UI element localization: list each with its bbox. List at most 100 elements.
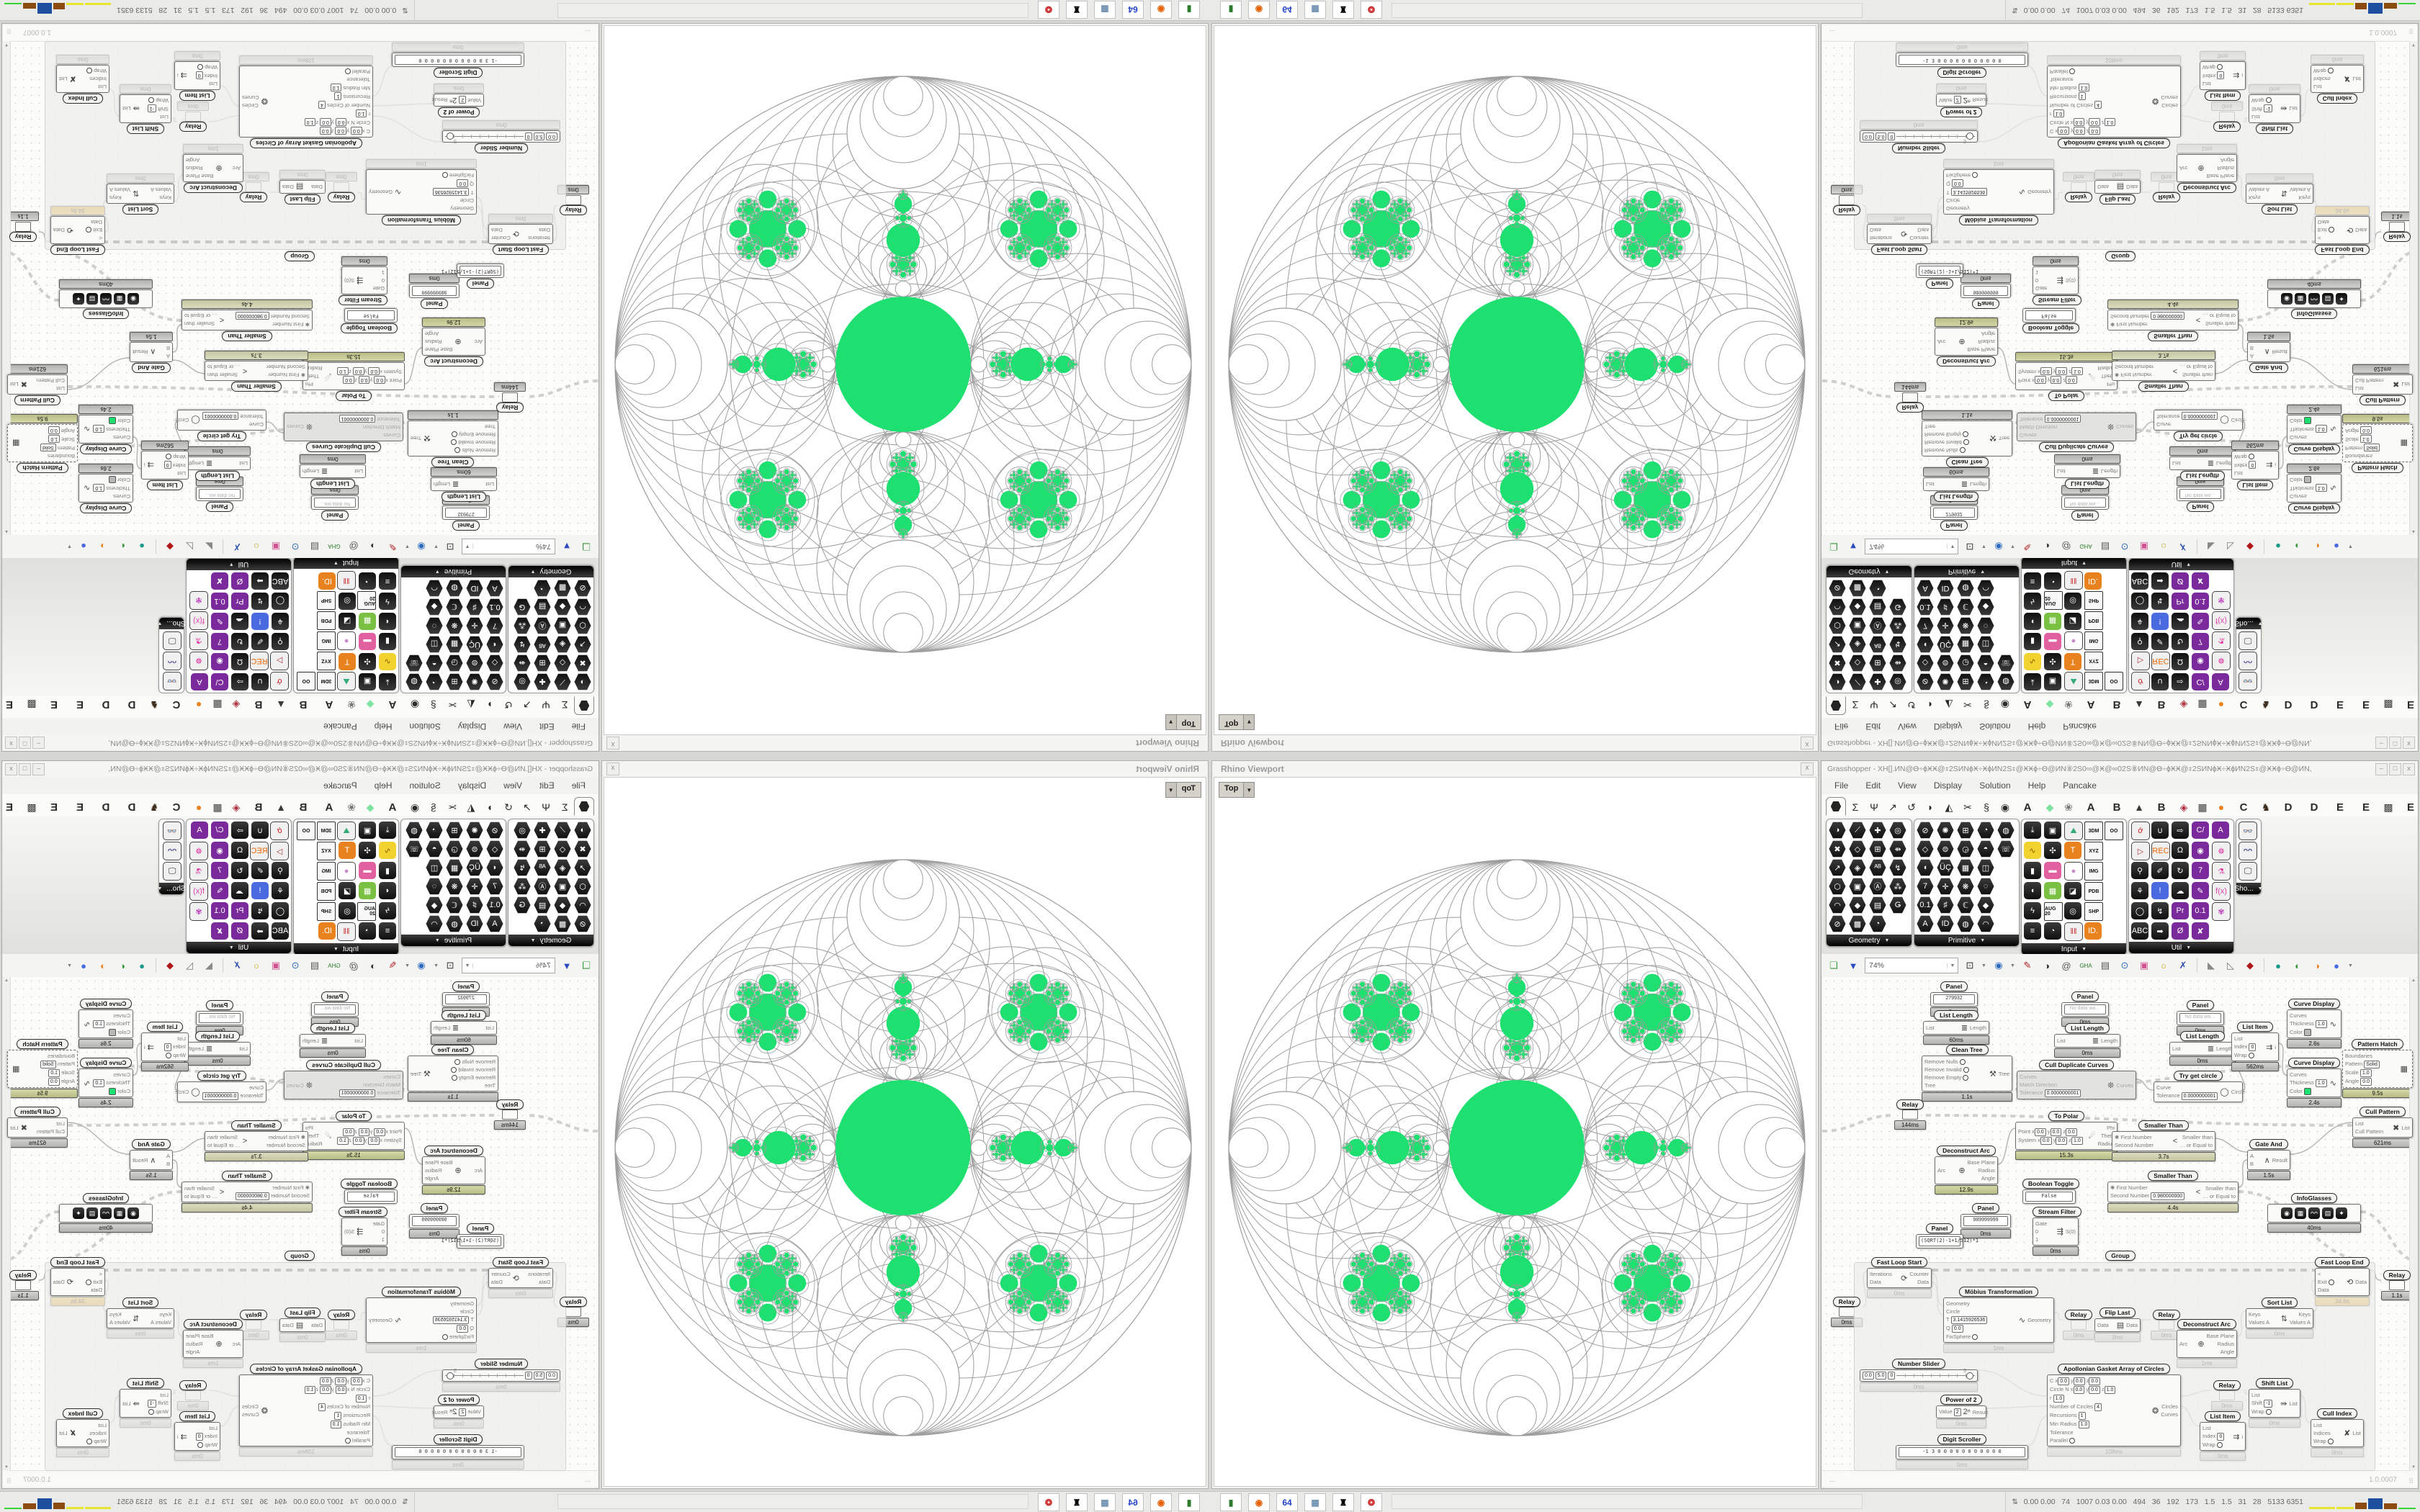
node-body[interactable]: Arc ⊕ Base Plane Radius Angle — [422, 1156, 485, 1184]
panel-value[interactable]: False — [347, 310, 395, 320]
chevron-down-icon[interactable]: ▼ — [1947, 963, 1958, 968]
tab-plugin-d2[interactable]: D — [2301, 696, 2327, 714]
minimize-icon[interactable]: – — [2375, 762, 2388, 775]
menu-item-help[interactable]: Help — [374, 721, 393, 732]
node-label-capsule[interactable]: Panel — [2186, 1000, 2215, 1010]
node-body[interactable]: Remove Nulls Remove Invalid Remove Empty… — [408, 1056, 498, 1092]
component-icon[interactable]: ‖‖ — [2064, 571, 2083, 590]
gh-node-try-get-circle[interactable]: Try get circle Curve Tolerance 0.000000000… — [175, 1071, 266, 1102]
node-label-capsule[interactable]: Curve Display — [79, 999, 133, 1009]
canvas-footer-dots[interactable]: ... — [1829, 28, 1836, 36]
component-icon[interactable]: ÜÇ — [466, 636, 483, 653]
input-port[interactable]: FixSphere — [1946, 171, 2017, 179]
palette-group-label[interactable]: Util ▼ — [2129, 559, 2233, 570]
component-icon[interactable]: Pr — [231, 902, 248, 919]
input-port[interactable]: Arc — [1937, 338, 1946, 345]
node-body[interactable]: ◉ ▦ ᴖᴖ ▤ ✦ — [2267, 1204, 2361, 1223]
component-icon[interactable]: ◫ — [426, 636, 443, 653]
input-port[interactable]: Gate — [2035, 285, 2048, 292]
node-body[interactable]: List Index 0 Wrap ⇉ i — [174, 61, 220, 90]
tray-red-app-icon[interactable]: ❂ — [1038, 1, 1059, 19]
sketch-pen-button[interactable]: ✎ — [388, 960, 397, 971]
component-icon[interactable]: C/ — [211, 822, 228, 839]
node-label-capsule[interactable]: Pattern Hatch — [2352, 1039, 2403, 1049]
output-port[interactable]: List — [2352, 1430, 2361, 1436]
port-toggle-ring[interactable] — [2248, 1053, 2254, 1059]
port-value-field[interactable]: 0.0 — [2058, 127, 2069, 135]
output-port[interactable]: … or Equal to — [2179, 364, 2213, 370]
grasshopper-title-bar[interactable]: Grasshopper - XH[].ИN@Ө÷ɸӾӾ@⧧2SИNɸӾ÷ӾɸИN… — [1821, 734, 2418, 751]
node-label-capsule[interactable]: Panel — [321, 991, 349, 1002]
input-port[interactable]: Color — [2290, 416, 2328, 425]
chevron-down-icon[interactable]: ▼ — [1981, 963, 1986, 968]
component-icon[interactable]: ◖ — [2024, 882, 2041, 899]
component-icon[interactable]: ⊜ — [466, 840, 483, 858]
component-icon[interactable]: A — [486, 580, 503, 597]
component-icon[interactable]: ↻ — [231, 862, 248, 879]
slider-field[interactable]: 0.0 — [1863, 132, 1874, 140]
input-port[interactable]: Remove Nulls — [433, 446, 496, 454]
component-icon[interactable]: ᴬᴮ — [1869, 636, 1886, 653]
output-port[interactable]: List — [2401, 381, 2410, 388]
input-port[interactable]: Second Number 0.980000000 — [226, 312, 310, 320]
node-label-capsule[interactable]: Deconstruct Arc — [424, 1146, 483, 1156]
close-icon[interactable]: x — [606, 737, 619, 750]
node-body[interactable]: -1 3 0 0 0 0 0 0 0 0 0 0 0 — [392, 53, 524, 67]
component-icon[interactable]: 7 — [2192, 633, 2209, 650]
input-port[interactable]: B — [166, 345, 170, 351]
input-port[interactable]: Wrap — [189, 1441, 218, 1449]
output-port[interactable]: Result — [431, 1408, 448, 1416]
tab-params[interactable] — [574, 696, 594, 715]
component-icon[interactable]: ✚ — [534, 673, 551, 690]
component-icon[interactable]: ℂ — [446, 598, 463, 616]
input-port[interactable]: T 3.1415926536 — [1946, 188, 2017, 197]
node-label-capsule[interactable]: Panel — [420, 299, 449, 309]
node-body[interactable]: List Shift -1 Wrap ⇛ List — [2249, 94, 2300, 123]
component-icon[interactable]: ◉ — [211, 842, 228, 859]
node-label-capsule[interactable]: Relay — [1896, 1099, 1924, 1110]
output-port[interactable]: Phi — [305, 381, 313, 387]
input-port[interactable]: T 3.1415926536 — [1946, 1315, 2017, 1324]
input-port[interactable]: Q 0.0 — [1946, 179, 2017, 188]
port-value-field[interactable]: 0.0 — [2089, 1386, 2100, 1394]
tab-plugin-b1[interactable]: B — [290, 696, 316, 714]
gh-node-panel[interactable]: Panel 989999999 0ms — [1960, 274, 2011, 309]
component-icon[interactable]: ◇ — [486, 840, 503, 858]
node-label-capsule[interactable]: Panel — [452, 521, 480, 531]
output-port[interactable]: … or Equal to — [184, 1192, 218, 1200]
component-icon[interactable]: ✘ — [211, 572, 228, 590]
component-icon[interactable]: ▦ — [2044, 613, 2061, 630]
gh-node-list-length[interactable]: List Length List ≣ Length 0ms — [300, 1023, 366, 1058]
node-body[interactable]: 0.0 5.0 0 5 — [442, 1369, 560, 1382]
input-port[interactable]: System x0.0 y0.0 z1.0 — [333, 367, 402, 377]
quality-full-button[interactable]: ● — [2334, 960, 2339, 971]
input-port[interactable]: Index 0 — [156, 1043, 186, 1051]
component-icon[interactable]: f(x) — [189, 611, 208, 630]
input-port[interactable]: Parallel — [270, 1436, 370, 1444]
input-port[interactable]: B — [166, 1161, 170, 1167]
gh-node-cull-pattern[interactable]: Cull Pattern List Cull Pattern ✖ List 621ms — [2352, 1107, 2413, 1148]
input-port[interactable]: Scale 1.0 — [22, 435, 75, 444]
output-port[interactable]: i — [2241, 72, 2243, 79]
gh-node-panel[interactable]: Panel (SQRT(2)-1+1/512)*1 — [442, 1223, 504, 1248]
component-icon[interactable]: REC — [2151, 652, 2170, 670]
viewport-projection-button[interactable]: Top ▼ — [1219, 782, 1255, 798]
input-port[interactable]: Curves — [2290, 493, 2307, 500]
close-icon[interactable]: x — [606, 762, 619, 775]
node-label-capsule[interactable]: Cull Pattern — [2360, 1107, 2406, 1117]
port-value-field[interactable]: 0.0 — [368, 367, 380, 376]
gh-node-smaller-than[interactable]: Smaller Than ✱ First Number Second Number <… — [205, 1120, 308, 1161]
panel-value[interactable]: False — [2025, 1192, 2073, 1202]
input-port[interactable]: Tolerance — [2050, 1429, 2074, 1436]
component-icon[interactable]: ◠ — [1829, 598, 1846, 616]
input-port[interactable]: Pattern Solid — [2345, 444, 2398, 452]
node-label-capsule[interactable]: Apollonian Gasket Array of Circles — [250, 138, 362, 148]
input-port[interactable]: Color — [92, 1087, 130, 1096]
output-port[interactable]: Data — [1917, 227, 1929, 233]
port-value-field[interactable]: 3.1415926536 — [1950, 188, 1988, 196]
component-icon[interactable]: ◓ — [1977, 654, 1994, 672]
component-icon[interactable]: ◖ — [2024, 613, 2041, 630]
glasses-icon[interactable]: ᴖᴖ — [100, 293, 112, 305]
